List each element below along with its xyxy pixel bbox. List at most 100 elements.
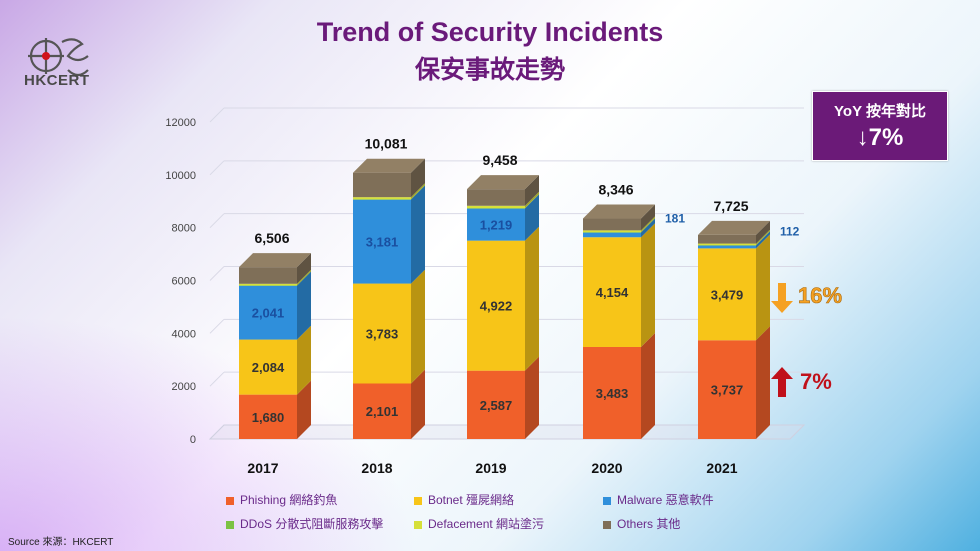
legend-swatch-malware <box>603 496 611 505</box>
bar-side-botnet <box>411 269 425 384</box>
bar-segment-ddos <box>583 232 641 233</box>
legend-item-botnet: Botnet 殭屍網絡 <box>414 491 514 508</box>
bar-side-others <box>641 204 655 231</box>
bar-side-botnet <box>641 223 655 347</box>
yoy-label: YoY 按年對比 <box>834 103 926 120</box>
data-label-malware: 112 <box>780 224 800 238</box>
x-tick-label: 2020 <box>591 460 622 476</box>
bar-side-defacement <box>411 183 425 200</box>
data-label-malware: 181 <box>665 211 685 225</box>
arrow-up-icon <box>771 367 793 397</box>
annotation-phishing: 7% <box>800 369 832 394</box>
x-tick-label: 2019 <box>475 460 506 476</box>
y-tick-label: 4000 <box>172 328 196 340</box>
data-label-botnet: 3,479 <box>711 287 744 302</box>
bar-segment-ddos <box>698 245 756 246</box>
bar-segment-ddos <box>353 199 411 200</box>
bar-segment-phishing <box>583 346 641 439</box>
bar-segment-botnet <box>239 339 297 395</box>
legend-swatch-ddos <box>226 520 234 529</box>
bar-side-phishing <box>641 332 655 439</box>
bar-segment-malware <box>467 208 525 241</box>
data-label-botnet: 4,922 <box>480 299 513 314</box>
legend-swatch-others <box>603 520 611 529</box>
bar-side-others <box>297 253 311 284</box>
bar-segment-others <box>239 267 297 284</box>
legend-item-defacement: Defacement 網站塗污 <box>414 515 544 532</box>
legend-label-malware: Malware 惡意軟件 <box>617 493 714 507</box>
bar-segment-phishing <box>698 340 756 439</box>
data-label-phishing: 1,680 <box>252 410 285 425</box>
legend-swatch-phishing <box>226 496 234 505</box>
bar-segment-phishing <box>353 383 411 439</box>
hkcert-logo <box>28 38 89 77</box>
bar-side-phishing <box>297 380 311 439</box>
bar-side-ddos <box>756 231 770 246</box>
bar-segment-phishing <box>467 370 525 439</box>
bar-segment-malware <box>583 232 641 238</box>
logo-text: HKCERT <box>24 72 90 89</box>
bar-top-face <box>467 175 539 190</box>
bar-top-face <box>583 204 655 219</box>
arrow-down-icon <box>771 283 793 313</box>
gridline-depth <box>209 266 225 281</box>
bar-side-malware <box>525 194 539 241</box>
bar-segment-others <box>698 234 756 244</box>
legend-item-malware: Malware 惡意軟件 <box>603 491 714 508</box>
bar-side-ddos <box>525 194 539 209</box>
total-label: 10,081 <box>365 136 408 152</box>
gridline-depth <box>209 213 225 229</box>
bar-side-defacement <box>297 269 311 286</box>
bar-side-botnet <box>525 226 539 371</box>
bar-segment-others <box>467 189 525 206</box>
bar-side-others <box>756 220 770 244</box>
legend-label-phishing: Phishing 網絡釣魚 <box>240 493 338 507</box>
bar-side-malware <box>641 218 655 238</box>
bar-segment-malware <box>353 199 411 284</box>
bar-segment-defacement <box>239 283 297 286</box>
bar-side-phishing <box>411 369 425 439</box>
gridline-depth <box>209 371 225 387</box>
data-label-phishing: 2,587 <box>480 398 513 413</box>
bar-side-defacement <box>756 229 770 246</box>
chart-title: Trend of Security Incidents <box>316 17 664 47</box>
total-label: 9,458 <box>482 152 517 168</box>
gridline-depth <box>209 107 225 123</box>
gridline-depth <box>209 160 225 176</box>
legend-item-others: Others 其他 <box>603 515 680 532</box>
gridline-depth <box>209 318 225 334</box>
bar-segment-botnet <box>467 240 525 371</box>
bar-top-face <box>239 253 311 268</box>
legend-label-others: Others 其他 <box>617 517 681 531</box>
bar-segment-defacement <box>467 205 525 209</box>
bar-side-phishing <box>525 356 539 439</box>
x-tick-label: 2018 <box>361 460 392 476</box>
data-label-phishing: 3,483 <box>596 386 629 401</box>
yoy-value: ↓7% <box>856 124 904 151</box>
bar-segment-phishing <box>239 394 297 439</box>
bar-side-defacement <box>641 216 655 233</box>
data-label-botnet: 2,084 <box>252 360 285 375</box>
total-label: 6,506 <box>254 230 289 246</box>
bar-segment-ddos <box>467 208 525 209</box>
y-tick-label: 2000 <box>172 381 196 393</box>
bar-side-ddos <box>641 218 655 233</box>
bar-segment-others <box>353 172 411 198</box>
legend-item-ddos: DDoS 分散式阻斷服務攻擊 <box>226 515 383 532</box>
legend-label-defacement: Defacement 網站塗污 <box>428 517 545 531</box>
bar-side-ddos <box>297 271 311 286</box>
yoy-box: YoY 按年對比 ↓7% <box>812 91 948 161</box>
bar-segment-malware <box>239 285 297 340</box>
data-label-malware: 2,041 <box>252 306 285 321</box>
x-tick-label: 2017 <box>247 460 278 476</box>
bar-segment-botnet <box>353 283 411 384</box>
y-tick-label: 12000 <box>165 117 196 129</box>
bar-side-botnet <box>297 325 311 395</box>
total-label: 7,725 <box>713 198 748 214</box>
bar-side-others <box>411 158 425 198</box>
data-label-phishing: 2,101 <box>366 404 399 419</box>
data-label-malware: 1,219 <box>480 218 513 233</box>
legend-label-botnet: Botnet 殭屍網絡 <box>428 493 515 507</box>
bar-segment-malware <box>698 245 756 249</box>
